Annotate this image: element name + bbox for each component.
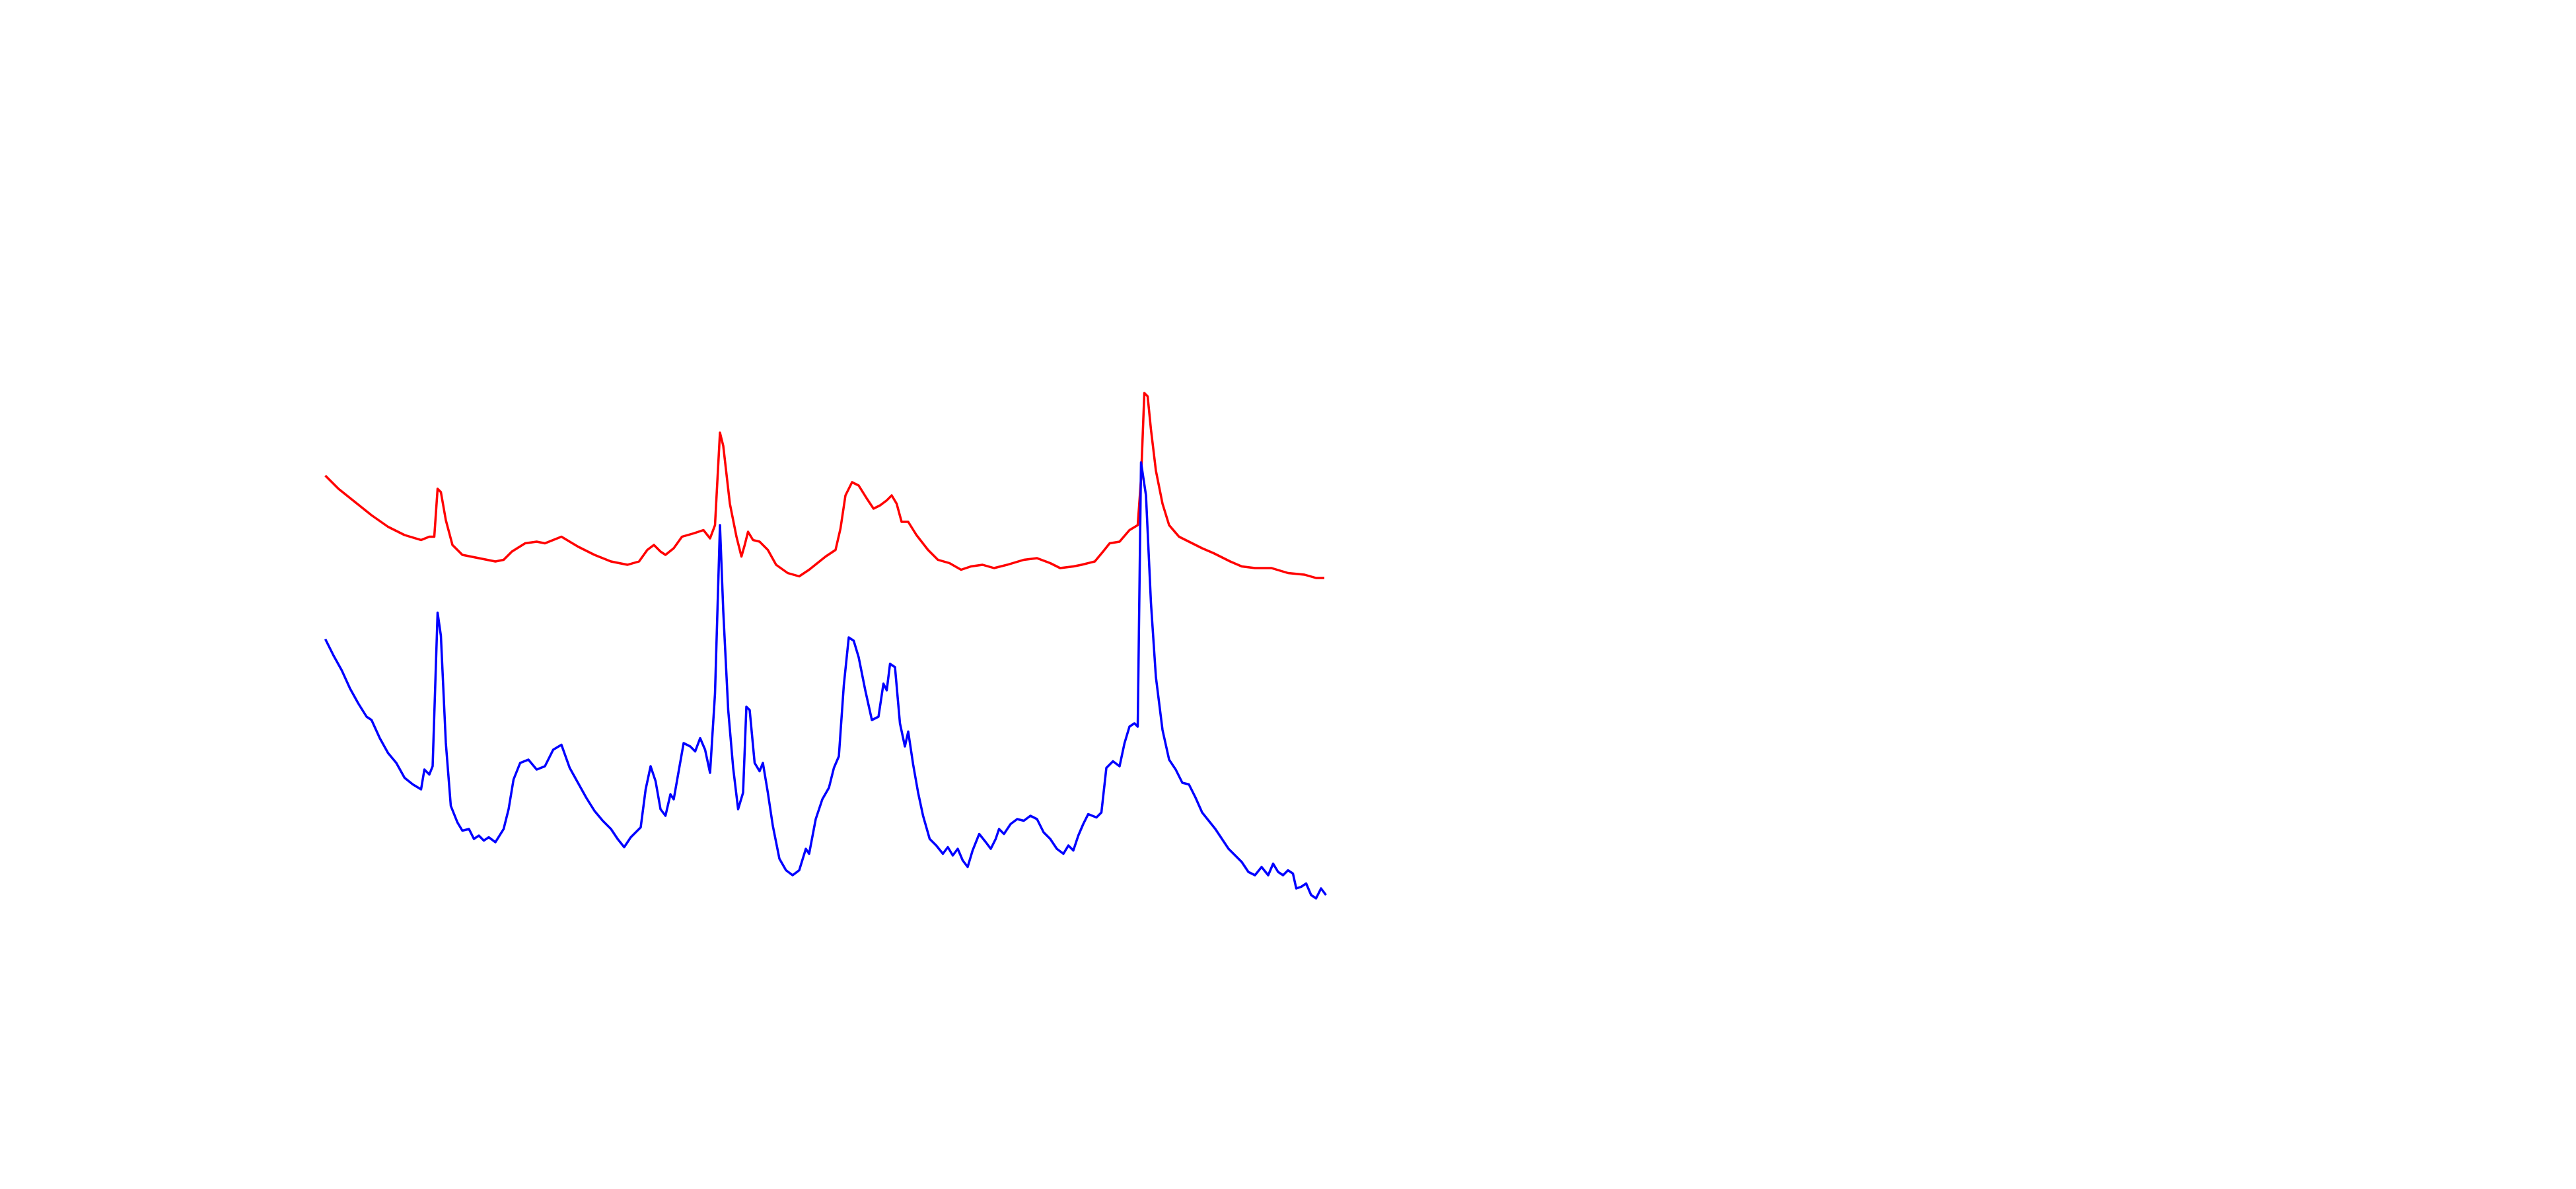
series-line <box>324 461 1327 900</box>
series-line <box>324 392 1324 579</box>
